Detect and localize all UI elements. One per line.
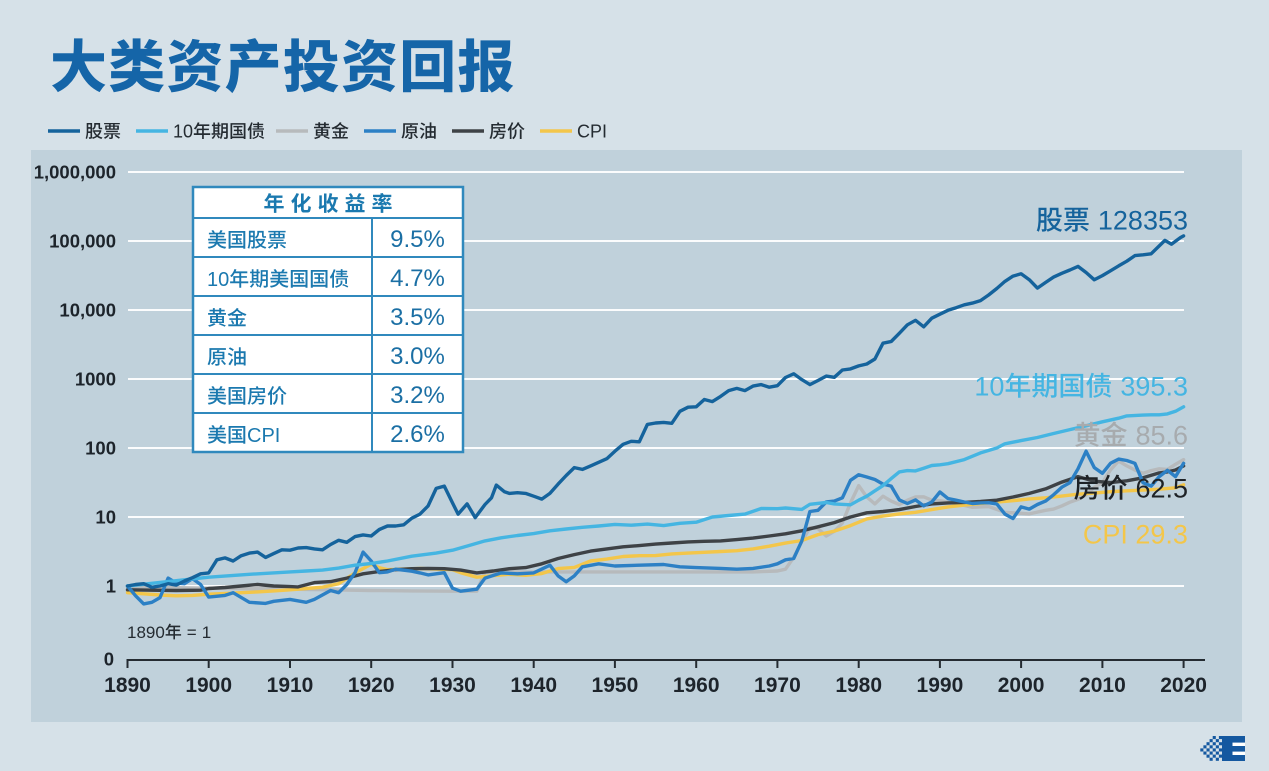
svg-text:1: 1 bbox=[202, 623, 211, 642]
svg-text:2010: 2010 bbox=[1079, 674, 1126, 697]
svg-text:1: 1 bbox=[106, 576, 116, 597]
svg-text:1,000,000: 1,000,000 bbox=[34, 162, 116, 183]
svg-text:1930: 1930 bbox=[429, 674, 476, 697]
svg-text:1990: 1990 bbox=[917, 674, 964, 697]
svg-text:1970: 1970 bbox=[754, 674, 801, 697]
svg-text:1920: 1920 bbox=[348, 674, 395, 697]
svg-text:CPI: CPI bbox=[247, 425, 280, 447]
svg-text:CPI 29.3: CPI 29.3 bbox=[1083, 520, 1188, 550]
svg-text:100: 100 bbox=[85, 438, 116, 459]
svg-text:10: 10 bbox=[207, 269, 229, 291]
svg-text:4.7%: 4.7% bbox=[390, 265, 445, 292]
svg-text:0: 0 bbox=[104, 649, 114, 670]
svg-text:2.6%: 2.6% bbox=[390, 421, 445, 448]
svg-text:=: = bbox=[187, 623, 197, 642]
svg-text:1950: 1950 bbox=[592, 674, 639, 697]
svg-text:3.5%: 3.5% bbox=[390, 304, 445, 331]
svg-text:3.2%: 3.2% bbox=[390, 382, 445, 409]
svg-text:1890: 1890 bbox=[104, 674, 151, 697]
svg-text:62.5: 62.5 bbox=[1136, 474, 1189, 504]
svg-text:10: 10 bbox=[974, 372, 1004, 402]
svg-text:1940: 1940 bbox=[510, 674, 557, 697]
svg-text:CPI: CPI bbox=[577, 122, 607, 142]
svg-text:128353: 128353 bbox=[1098, 206, 1188, 236]
svg-text:2000: 2000 bbox=[998, 674, 1045, 697]
svg-text:1000: 1000 bbox=[75, 369, 116, 390]
svg-text:10: 10 bbox=[173, 122, 193, 142]
svg-text:9.5%: 9.5% bbox=[390, 226, 445, 253]
svg-text:1900: 1900 bbox=[185, 674, 232, 697]
svg-text:2020: 2020 bbox=[1160, 674, 1207, 697]
svg-text:85.6: 85.6 bbox=[1136, 421, 1189, 451]
svg-text:1980: 1980 bbox=[835, 674, 882, 697]
svg-text:1910: 1910 bbox=[267, 674, 314, 697]
svg-text:1960: 1960 bbox=[673, 674, 720, 697]
svg-text:100,000: 100,000 bbox=[49, 231, 116, 252]
svg-text:395.3: 395.3 bbox=[1120, 372, 1188, 402]
svg-text:3.0%: 3.0% bbox=[390, 343, 445, 370]
svg-text:10,000: 10,000 bbox=[59, 300, 116, 321]
svg-text:10: 10 bbox=[95, 507, 116, 528]
svg-text:1890: 1890 bbox=[127, 623, 165, 642]
